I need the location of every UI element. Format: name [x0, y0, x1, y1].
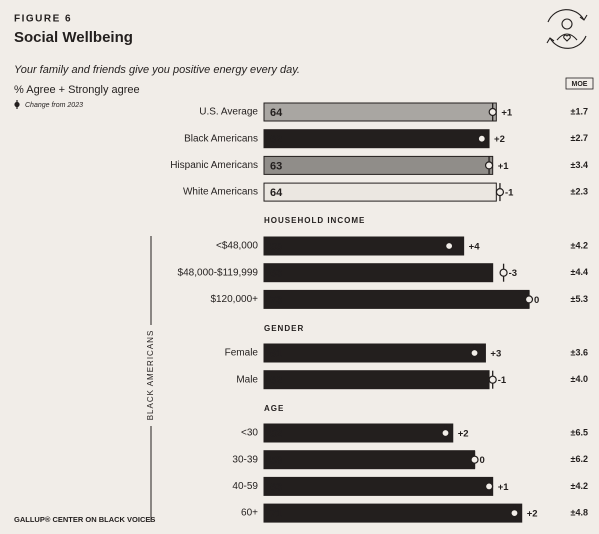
figure-label: FIGURE 6	[14, 14, 72, 25]
icon	[546, 9, 588, 49]
moe-label: ±1.7	[571, 106, 588, 116]
change-marker	[488, 375, 497, 384]
bar	[263, 450, 476, 470]
moe-label: ±4.0	[571, 374, 588, 384]
group-heading: AGE	[264, 404, 284, 413]
moe-header: MOE	[572, 81, 588, 88]
change-marker	[495, 188, 505, 197]
legend-marker	[14, 101, 20, 108]
change-marker	[488, 107, 497, 117]
bar	[263, 343, 486, 363]
category-label: 40-59	[232, 481, 258, 492]
category-label: Male	[236, 374, 258, 385]
change-marker	[510, 508, 519, 518]
change-label: -1	[505, 188, 514, 199]
value-label: 52	[270, 428, 282, 440]
footer: GALLUP® CENTER ON BLACK VOICES	[14, 515, 155, 524]
moe-label: ±5.3	[571, 294, 588, 304]
change-label: +1	[498, 161, 510, 172]
value-label: 71	[270, 508, 282, 520]
value-label: 64	[270, 107, 283, 119]
moe-label: ±4.2	[571, 481, 588, 491]
side-label: BLACK AMERICANS	[146, 330, 155, 421]
category-label: <$48,000	[216, 241, 258, 252]
bar	[263, 263, 494, 283]
moe-label: ±4.8	[571, 507, 588, 517]
bar	[263, 423, 454, 443]
category-label: White Americans	[183, 187, 258, 198]
bar	[263, 476, 494, 496]
category-label: 30-39	[232, 454, 258, 465]
category-label: Hispanic Americans	[170, 160, 258, 171]
change-marker	[499, 268, 508, 277]
value-label: 63	[270, 481, 282, 493]
value-label: 61	[270, 348, 282, 360]
bar	[263, 236, 465, 256]
bar	[263, 503, 523, 523]
value-label: 63	[270, 160, 282, 172]
change-label: +4	[469, 242, 481, 253]
moe-label: ±4.2	[571, 240, 588, 250]
moe-label: ±3.4	[571, 160, 588, 170]
change-label: 0	[534, 295, 539, 306]
category-label: 60+	[241, 508, 258, 519]
bar	[263, 370, 490, 390]
moe-label: ±2.3	[571, 186, 588, 196]
group-heading: GENDER	[264, 324, 304, 333]
category-label: $120,000+	[210, 294, 258, 305]
legend-text: Change from 2023	[25, 102, 83, 109]
change-marker	[441, 428, 450, 438]
question: Your family and friends give you positiv…	[14, 64, 300, 76]
change-label: +1	[498, 482, 510, 493]
value-label: 62	[270, 134, 282, 146]
category-label: U.S. Average	[199, 107, 258, 118]
change-label: +2	[458, 429, 469, 440]
category-label: Female	[225, 348, 259, 359]
change-marker	[484, 482, 494, 491]
bar	[263, 129, 490, 149]
group-heading: HOUSEHOLD INCOME	[264, 216, 365, 225]
change-marker	[524, 295, 534, 304]
change-label: -1	[498, 375, 507, 386]
value-label: 64	[270, 187, 283, 199]
moe-label: ±6.2	[571, 454, 588, 464]
change-label: 0	[480, 455, 485, 466]
change-label: +3	[490, 349, 501, 360]
moe-label: ±4.4	[571, 267, 588, 277]
bar	[263, 289, 530, 309]
measure: % Agree + Strongly agree	[14, 84, 140, 96]
change-marker	[445, 241, 454, 251]
value-label: 58	[270, 455, 282, 467]
change-label: -3	[509, 268, 517, 279]
chart-title: Social Wellbeing	[14, 29, 133, 46]
change-marker	[470, 455, 479, 464]
change-marker	[484, 161, 494, 170]
change-label: +1	[501, 108, 513, 119]
moe-label: ±2.7	[571, 133, 588, 143]
value-label: 73	[270, 294, 282, 306]
category-label: $48,000-$119,999	[178, 267, 259, 278]
bar	[263, 155, 494, 175]
value-label: 55	[270, 241, 282, 253]
moe-label: ±6.5	[571, 427, 588, 437]
change-marker	[470, 348, 479, 358]
bar	[263, 182, 497, 202]
category-label: <30	[241, 428, 258, 439]
change-marker	[477, 134, 486, 143]
moe-box	[565, 77, 594, 90]
moe-label: ±3.6	[571, 347, 588, 357]
category-label: Black Americans	[184, 133, 258, 144]
value-label: 62	[270, 375, 282, 387]
bar	[263, 102, 497, 122]
change-label: +2	[494, 134, 505, 145]
value-label: 63	[270, 268, 282, 280]
change-label: +2	[527, 509, 538, 520]
